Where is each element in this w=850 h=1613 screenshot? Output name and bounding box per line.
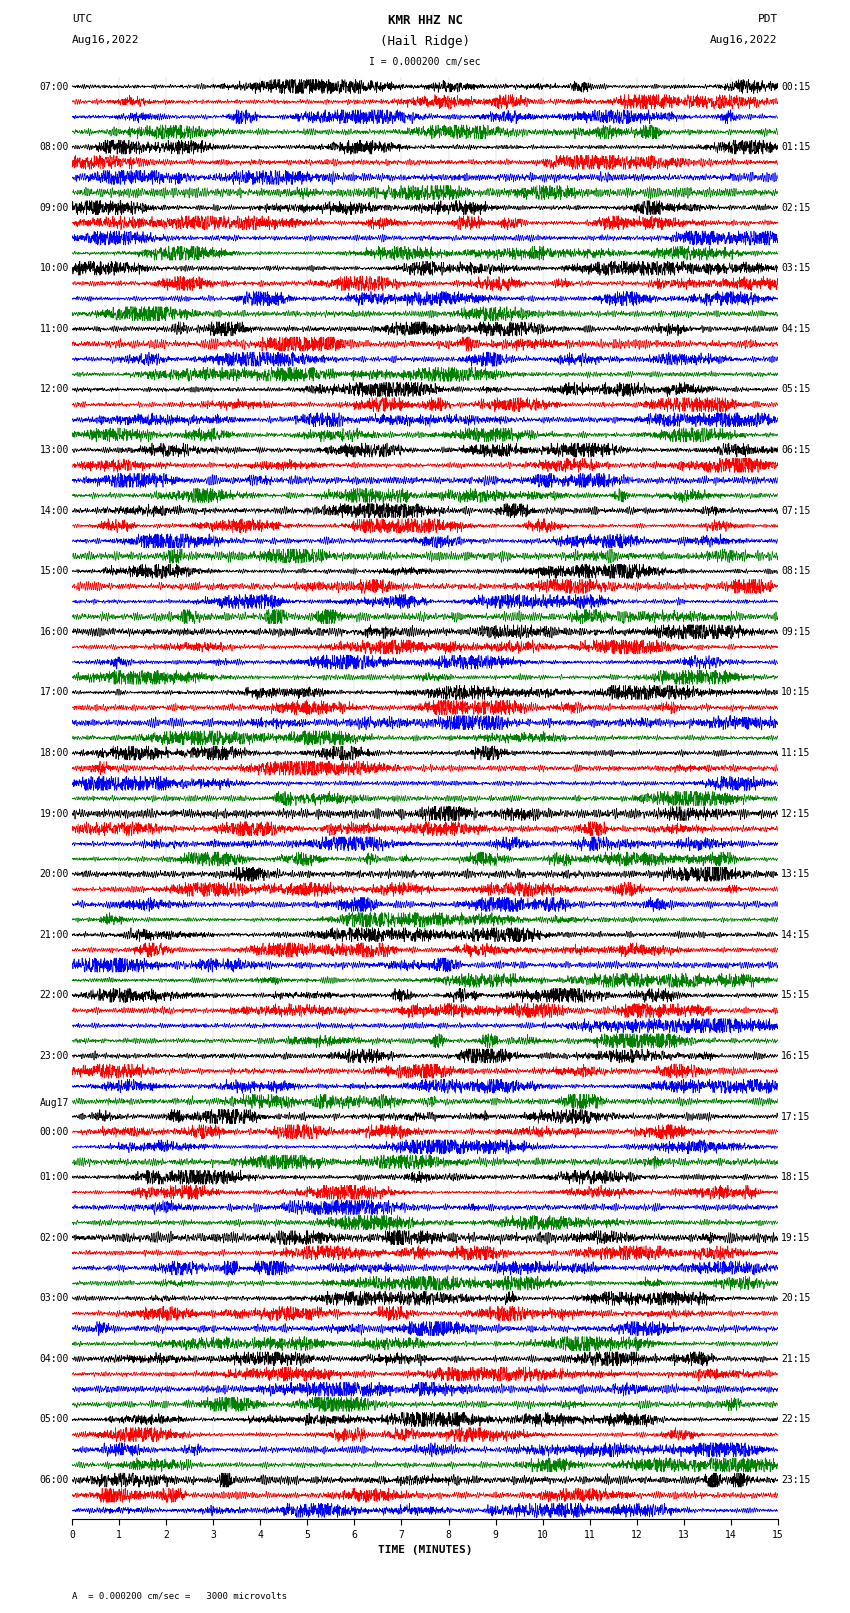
Text: 03:15: 03:15: [781, 263, 811, 273]
Text: 22:15: 22:15: [781, 1415, 811, 1424]
Text: 02:15: 02:15: [781, 203, 811, 213]
Text: 03:00: 03:00: [39, 1294, 69, 1303]
Text: KMR HHZ NC: KMR HHZ NC: [388, 15, 462, 27]
Text: 15:00: 15:00: [39, 566, 69, 576]
Text: 09:15: 09:15: [781, 627, 811, 637]
Text: I = 0.000200 cm/sec: I = 0.000200 cm/sec: [369, 58, 481, 68]
Text: UTC: UTC: [72, 15, 93, 24]
Text: 16:15: 16:15: [781, 1052, 811, 1061]
Text: PDT: PDT: [757, 15, 778, 24]
Text: 12:00: 12:00: [39, 384, 69, 395]
Text: 12:15: 12:15: [781, 808, 811, 818]
Text: 13:00: 13:00: [39, 445, 69, 455]
Text: 04:00: 04:00: [39, 1353, 69, 1365]
Text: Aug16,2022: Aug16,2022: [72, 35, 139, 45]
Text: 18:00: 18:00: [39, 748, 69, 758]
Text: 21:15: 21:15: [781, 1353, 811, 1365]
Text: 21:00: 21:00: [39, 929, 69, 940]
Text: 00:00: 00:00: [39, 1126, 69, 1137]
Text: 20:15: 20:15: [781, 1294, 811, 1303]
Text: 06:15: 06:15: [781, 445, 811, 455]
Text: 07:15: 07:15: [781, 505, 811, 516]
Text: 13:15: 13:15: [781, 869, 811, 879]
Text: 05:15: 05:15: [781, 384, 811, 395]
Text: 14:00: 14:00: [39, 505, 69, 516]
Text: 11:00: 11:00: [39, 324, 69, 334]
Text: 01:00: 01:00: [39, 1173, 69, 1182]
Text: 14:15: 14:15: [781, 929, 811, 940]
Text: 11:15: 11:15: [781, 748, 811, 758]
Text: 17:00: 17:00: [39, 687, 69, 697]
Text: 16:00: 16:00: [39, 627, 69, 637]
Text: Aug17: Aug17: [39, 1098, 69, 1108]
Text: 23:00: 23:00: [39, 1052, 69, 1061]
Text: 20:00: 20:00: [39, 869, 69, 879]
Text: 02:00: 02:00: [39, 1232, 69, 1242]
Text: 17:15: 17:15: [781, 1111, 811, 1121]
Text: 06:00: 06:00: [39, 1474, 69, 1486]
Text: 10:00: 10:00: [39, 263, 69, 273]
Text: 09:00: 09:00: [39, 203, 69, 213]
Text: 22:00: 22:00: [39, 990, 69, 1000]
Text: 08:15: 08:15: [781, 566, 811, 576]
Text: 18:15: 18:15: [781, 1173, 811, 1182]
X-axis label: TIME (MINUTES): TIME (MINUTES): [377, 1545, 473, 1555]
Text: 07:00: 07:00: [39, 82, 69, 92]
Text: 15:15: 15:15: [781, 990, 811, 1000]
Text: 01:15: 01:15: [781, 142, 811, 152]
Text: 19:00: 19:00: [39, 808, 69, 818]
Text: 00:15: 00:15: [781, 82, 811, 92]
Text: 19:15: 19:15: [781, 1232, 811, 1242]
Text: Aug16,2022: Aug16,2022: [711, 35, 778, 45]
Text: 10:15: 10:15: [781, 687, 811, 697]
Text: A  = 0.000200 cm/sec =   3000 microvolts: A = 0.000200 cm/sec = 3000 microvolts: [72, 1590, 287, 1600]
Text: 05:00: 05:00: [39, 1415, 69, 1424]
Text: (Hail Ridge): (Hail Ridge): [380, 35, 470, 48]
Text: 04:15: 04:15: [781, 324, 811, 334]
Text: 08:00: 08:00: [39, 142, 69, 152]
Text: 23:15: 23:15: [781, 1474, 811, 1486]
